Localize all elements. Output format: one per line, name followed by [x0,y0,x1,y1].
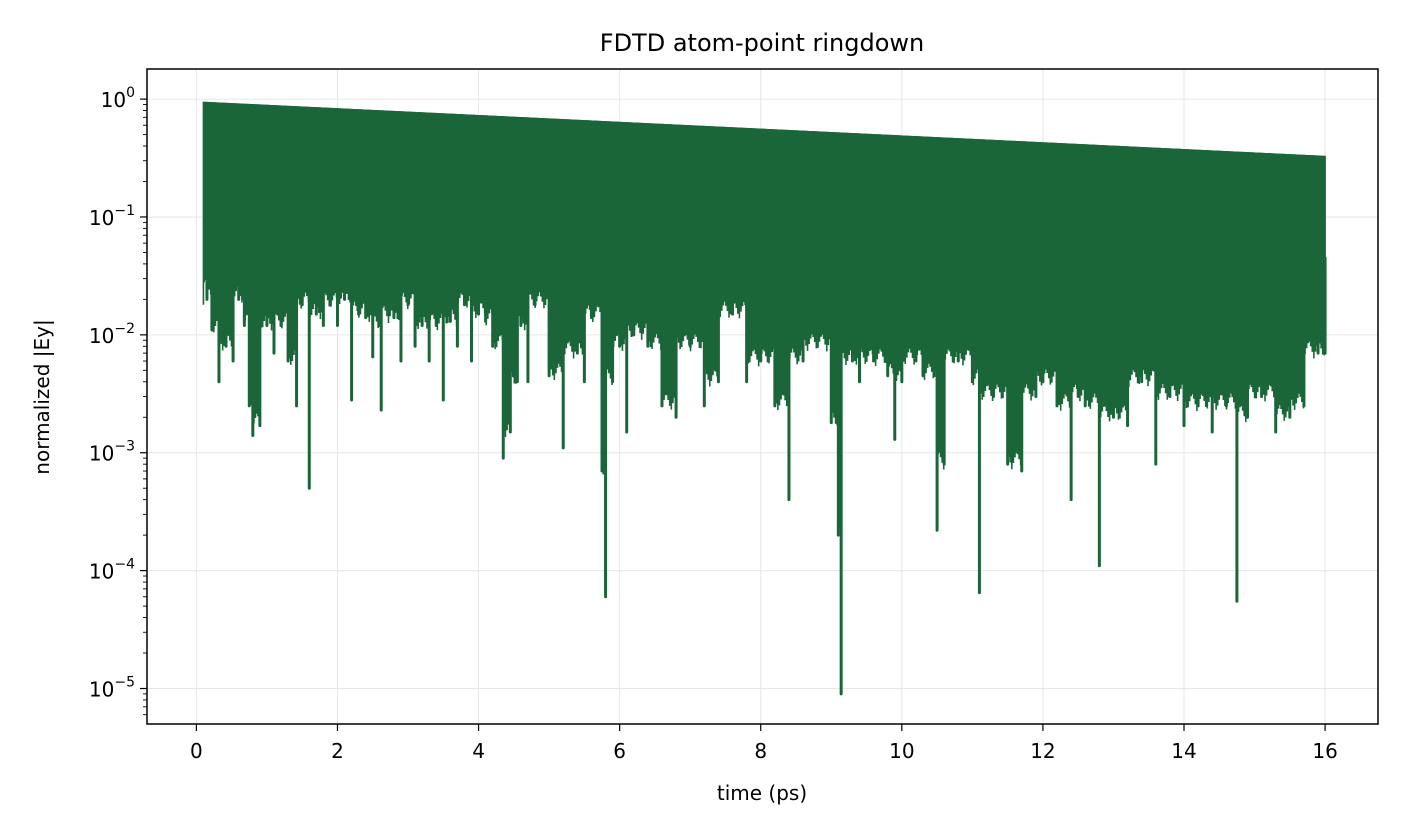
chart-title: FDTD atom-point ringdown [600,29,924,57]
y-tick-base: 10 [89,324,114,348]
x-tick-label: 10 [889,739,914,763]
x-tick-label: 12 [1030,739,1055,763]
x-tick-label: 6 [613,739,626,763]
x-tick-label: 14 [1171,739,1196,763]
x-tick-label: 16 [1312,739,1337,763]
plot-area [202,101,1327,696]
y-tick-base: 10 [89,442,114,466]
x-axis: 0 2 4 6 8 10 12 14 16 [190,724,1338,763]
y-tick-label: 100 [101,85,135,112]
y-tick-label: 10−2 [89,321,135,348]
y-tick-exponent: −5 [114,675,135,691]
x-axis-label: time (ps) [717,781,807,805]
y-tick-exponent: −4 [114,557,135,573]
y-tick-exponent: −3 [114,439,135,455]
y-tick-label: 10−4 [89,557,135,584]
y-tick-label: 10−5 [89,675,135,702]
x-tick-label: 0 [190,739,203,763]
y-tick-exponent: −2 [114,321,135,337]
y-tick-base: 10 [89,678,114,702]
y-tick-exponent: −1 [114,203,135,219]
signal-envelope [203,101,1326,258]
y-tick-label: 10−3 [89,439,135,466]
x-tick-label: 2 [331,739,344,763]
y-axis-label: normalized |Ey| [30,319,54,474]
y-tick-base: 10 [101,88,126,112]
y-tick-base: 10 [89,560,114,584]
y-tick-base: 10 [89,206,114,230]
y-tick-label: 10−1 [89,203,135,230]
y-tick-exponent: 0 [126,85,135,101]
x-tick-label: 4 [472,739,485,763]
x-tick-label: 8 [754,739,767,763]
